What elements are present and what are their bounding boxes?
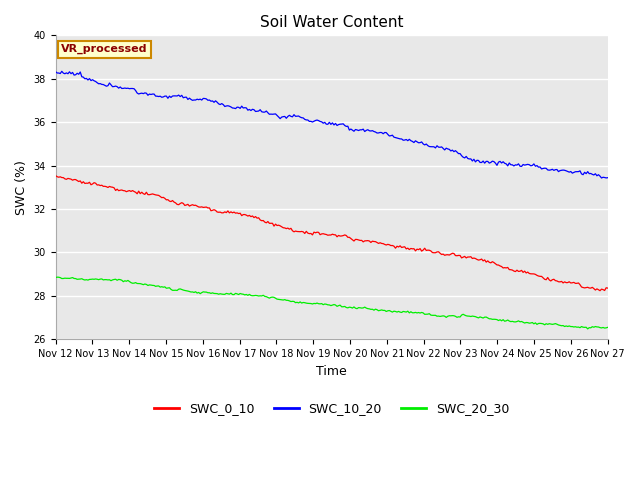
Title: Soil Water Content: Soil Water Content — [260, 15, 403, 30]
Legend: SWC_0_10, SWC_10_20, SWC_20_30: SWC_0_10, SWC_10_20, SWC_20_30 — [149, 397, 514, 420]
Text: VR_processed: VR_processed — [61, 44, 148, 54]
Y-axis label: SWC (%): SWC (%) — [15, 160, 28, 215]
X-axis label: Time: Time — [316, 365, 347, 378]
